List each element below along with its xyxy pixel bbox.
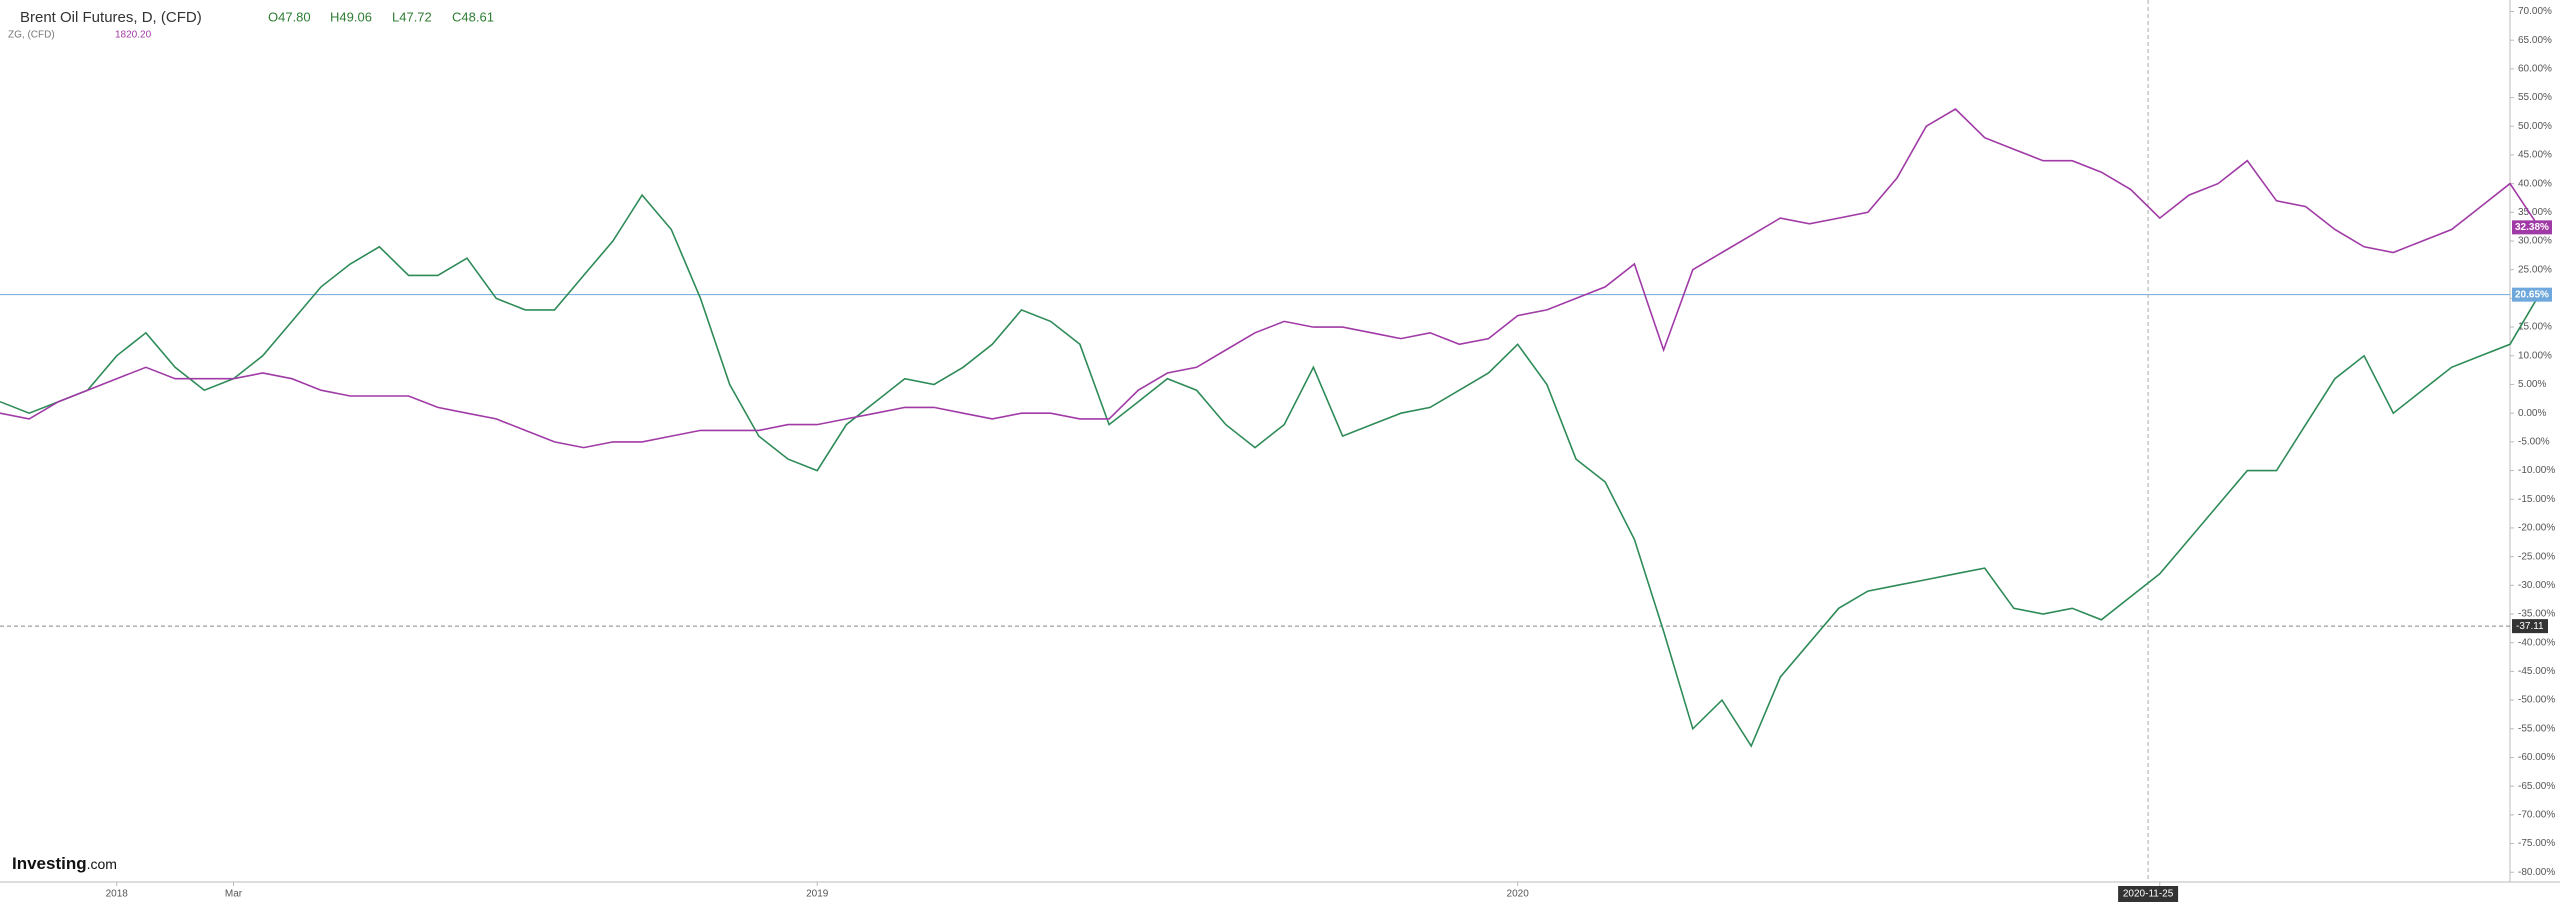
low: L47.72 <box>392 9 432 24</box>
y-tick-label: 0.00% <box>2518 408 2546 419</box>
y-tick-label: -45.00% <box>2518 666 2555 677</box>
y-tick-label: 30.00% <box>2518 236 2552 247</box>
y-tick-label: -50.00% <box>2518 695 2555 706</box>
y-tick-label: -35.00% <box>2518 609 2555 620</box>
logo-brand: Investing <box>12 854 87 873</box>
crosshair-y-box <box>2512 619 2548 634</box>
y-tick-label: 70.00% <box>2518 6 2552 17</box>
crosshair-x-label: 2020-11-25 <box>2123 889 2174 900</box>
compare-price: 1820.20 <box>115 30 152 41</box>
y-tick-label: 55.00% <box>2518 92 2552 103</box>
y-tick-label: 50.00% <box>2518 121 2552 132</box>
y-tick-label: 15.00% <box>2518 322 2552 333</box>
last-value-label: 32.38% <box>2515 222 2549 233</box>
x-tick-label: 2020 <box>1507 889 1530 900</box>
y-tick-label: -10.00% <box>2518 465 2555 476</box>
y-tick-label: -5.00% <box>2518 437 2550 448</box>
y-tick-label: -60.00% <box>2518 752 2555 763</box>
symbol-title: Brent Oil Futures, D, (CFD) <box>20 9 202 26</box>
logo-suffix: .com <box>87 856 117 872</box>
y-tick-label: -25.00% <box>2518 551 2555 562</box>
y-tick-label: 5.00% <box>2518 379 2546 390</box>
x-tick-label: 2018 <box>106 889 129 900</box>
series-line <box>0 193 2540 748</box>
y-tick-label: 65.00% <box>2518 35 2552 46</box>
compare-symbol: ZG, (CFD) <box>8 30 55 41</box>
y-tick-label: -20.00% <box>2518 523 2555 534</box>
x-tick-label: 2019 <box>806 889 829 900</box>
y-tick-label: 10.00% <box>2518 350 2552 361</box>
y-tick-label: -40.00% <box>2518 637 2555 648</box>
y-tick-label: 25.00% <box>2518 264 2552 275</box>
x-tick-label: Mar <box>225 889 243 900</box>
y-tick-label: -80.00% <box>2518 867 2555 878</box>
series-line <box>0 107 2540 449</box>
y-tick-label: 40.00% <box>2518 178 2552 189</box>
last-value-box <box>2512 287 2552 302</box>
last-value-label: 20.65% <box>2515 289 2549 300</box>
crosshair-x-box <box>2118 886 2179 902</box>
last-value-box <box>2512 220 2552 235</box>
close: C48.61 <box>452 9 494 24</box>
y-tick-label: 60.00% <box>2518 64 2552 75</box>
y-tick-label: -15.00% <box>2518 494 2555 505</box>
high: H49.06 <box>330 9 372 24</box>
y-tick-label: -70.00% <box>2518 810 2555 821</box>
y-tick-label: 45.00% <box>2518 150 2552 161</box>
y-tick-label: -30.00% <box>2518 580 2555 591</box>
logo: Investing.com <box>12 854 117 873</box>
crosshair-y-label: -37.11 <box>2516 621 2544 632</box>
y-tick-label: -55.00% <box>2518 723 2555 734</box>
y-tick-label: -65.00% <box>2518 781 2555 792</box>
y-tick-label: -75.00% <box>2518 838 2555 849</box>
y-tick-label: 35.00% <box>2518 207 2552 218</box>
open: O47.80 <box>268 9 311 24</box>
